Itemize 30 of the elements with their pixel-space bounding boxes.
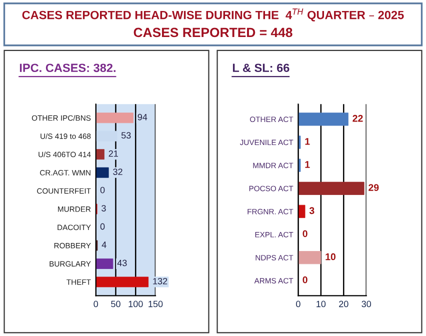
x-tick-label: 10 [316,300,326,308]
chart-title: L & SL: 66 [232,64,290,72]
data-label: 29 [368,184,379,191]
data-label: 22 [352,114,363,122]
x-tick-label: 30 [362,300,372,308]
chart-title: IPC. CASES: 382. [20,64,116,72]
data-label: 43 [117,260,127,266]
x-tick-label: 50 [111,300,120,308]
data-label: 10 [326,253,336,260]
data-label: 0 [302,276,308,284]
x-tick-label: 100 [128,300,143,308]
data-label: 4 [102,242,106,248]
data-label: 132 [153,278,168,284]
data-label: 0 [100,186,105,194]
data-label: 94 [138,114,148,120]
data-label: 0 [100,223,105,230]
text: CASES REPORTED HEAD-WISE DURING THE 4$^{TH}$ QUARTER – 2025 [22,8,404,22]
x-tick-label: 0 [94,300,98,308]
x-tick-label: 150 [148,300,163,308]
data-label: 0 [302,230,308,238]
data-label: 32 [113,168,122,175]
text: CASES REPORTED = 448 [134,28,292,38]
data-label: 1 [305,161,310,168]
data-label: 1 [305,138,310,145]
data-label: 53 [121,132,131,139]
data-label: 3 [309,207,314,214]
x-tick-label: 20 [339,300,348,308]
data-label: 3 [102,205,106,212]
data-label: 21 [108,150,118,157]
x-tick-label: 0 [296,300,300,308]
